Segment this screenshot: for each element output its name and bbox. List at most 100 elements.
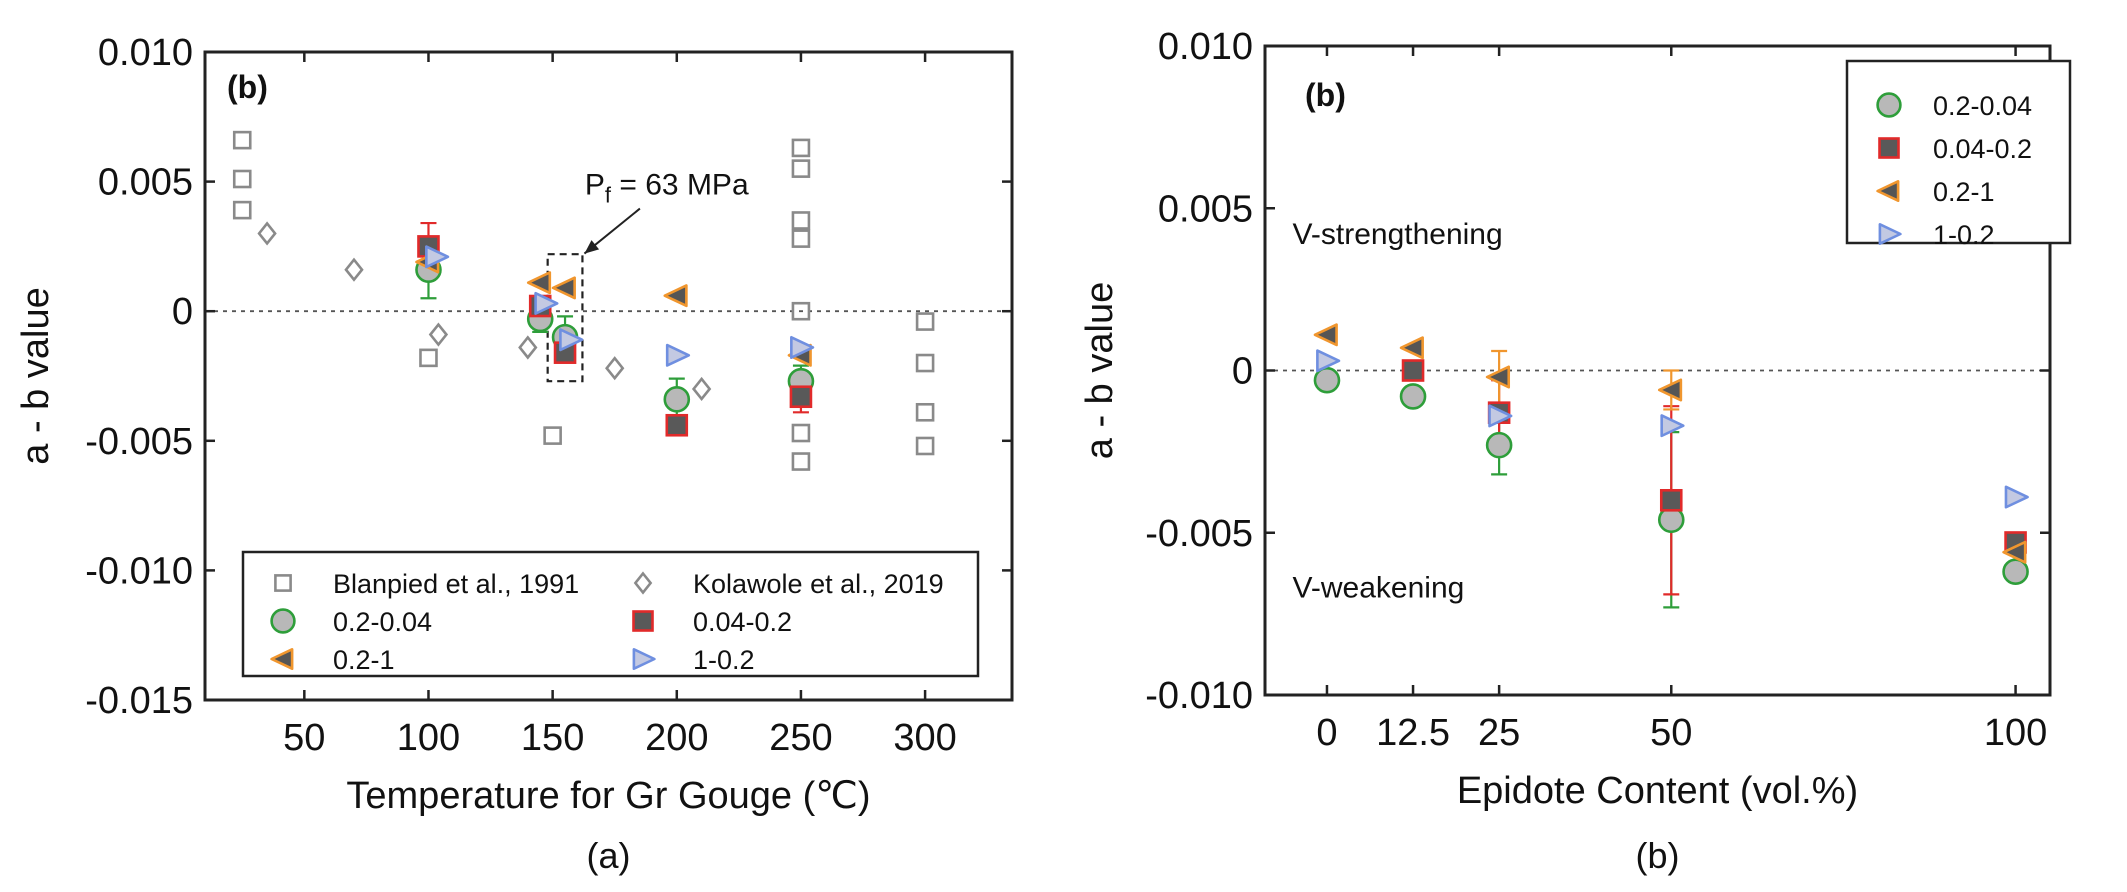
x-axis-title: Epidote Content (vol.%) (1457, 770, 1858, 812)
s3-data-point (1313, 323, 1338, 347)
x-tick-label: 100 (1984, 712, 2047, 754)
s4-data-point (790, 335, 815, 359)
x-tick-label: 100 (397, 717, 460, 759)
s1-data-point (2002, 558, 2029, 585)
y-tick-label: 0 (1232, 351, 1253, 393)
legend-label: 1-0.2 (693, 645, 755, 675)
legend-marker (1876, 92, 1902, 118)
s4-data-point (1660, 414, 1685, 438)
s3-data-point (526, 271, 552, 295)
blanpied-data-point (791, 138, 811, 158)
kolawole-data-point (691, 376, 712, 402)
legend-marker (274, 574, 292, 592)
s2-data-point (789, 385, 813, 409)
legend-label: 0.2-1 (1933, 177, 1995, 207)
legend-marker (633, 571, 653, 595)
panel-caption: (b) (1636, 835, 1680, 876)
x-axis-title: Temperature for Gr Gouge (℃) (346, 775, 870, 817)
legend-label: 0.04-0.2 (693, 607, 792, 637)
s1-data-point (1399, 383, 1427, 410)
y-tick-label: -0.015 (85, 680, 193, 722)
blanpied-data-point (419, 348, 438, 368)
blanpied-data-point (791, 301, 811, 321)
y-axis-title: a - b value (15, 287, 57, 464)
s4-data-point (425, 245, 450, 269)
legend-label: 0.2-1 (333, 645, 395, 675)
s2-data-point (665, 413, 689, 437)
s4-data-point (559, 328, 584, 352)
legend-marker (632, 648, 656, 670)
s2-data-point (1401, 359, 1425, 382)
blanpied-data-point (232, 169, 252, 189)
s2-data-point (1659, 488, 1683, 512)
blanpied-data-point (915, 312, 935, 331)
x-tick-label: 300 (893, 717, 956, 759)
x-tick-label: 25 (1478, 712, 1520, 754)
panel-b-epidote-chart: 0.010 0.005 0 -0.005 -0.010 0 12.5 25 50 100 Epido… (1079, 26, 2072, 876)
legend-label: 0.2-0.04 (1933, 91, 2032, 121)
s4-data-point (1316, 349, 1341, 373)
pressure-annotation: Pf = 63 MPa (585, 169, 749, 208)
blanpied-data-point (232, 200, 252, 220)
legend-label: 0.04-0.2 (1933, 134, 2032, 164)
legend-label: Kolawole et al., 2019 (693, 569, 944, 599)
kolawole-data-point (605, 356, 625, 381)
blanpied-data-point (791, 452, 811, 471)
blanpied-data-point (915, 402, 935, 422)
panel-label: (b) (1305, 77, 1346, 113)
legend-marker (270, 608, 296, 634)
kolawole-data-point (257, 221, 277, 246)
y-tick-label: -0.010 (1145, 675, 1253, 717)
panel-caption: (a) (587, 835, 631, 876)
region-label: V-weakening (1293, 572, 1465, 605)
x-tick-label: 12.5 (1376, 712, 1450, 754)
s3-data-point (2002, 540, 2027, 564)
blanpied-data-point (232, 130, 252, 150)
blanpied-data-point (915, 436, 935, 456)
legend-marker (1876, 180, 1900, 202)
x-tick-label: 200 (645, 717, 708, 759)
kolawole-data-point (344, 257, 364, 282)
s3-data-point (1657, 378, 1683, 402)
legend-label: 0.2-0.04 (333, 607, 432, 637)
blanpied-data-point (791, 211, 811, 230)
s3-data-point (551, 276, 576, 300)
blanpied-data-point (791, 159, 811, 178)
blanpied-data-point (915, 353, 935, 373)
s1-data-point (1485, 431, 1513, 459)
y-tick-label: 0.005 (98, 162, 193, 204)
x-tick-label: 50 (283, 717, 325, 759)
annotation-arrow-head (584, 240, 600, 254)
x-tick-label: 250 (769, 717, 832, 759)
s3-data-point (663, 284, 688, 308)
s4-data-point (665, 343, 691, 367)
y-tick-label: 0.005 (1158, 188, 1253, 230)
x-tick-label: 0 (1316, 712, 1337, 754)
legend-label: 1-0.2 (1933, 220, 1995, 250)
y-tick-label: 0 (172, 291, 193, 333)
s1-data-point (663, 386, 691, 413)
blanpied-data-point (791, 229, 811, 248)
y-tick-label: 0.010 (1158, 26, 1253, 68)
legend-box (241, 550, 980, 678)
blanpied-data-point (791, 423, 811, 443)
legend-marker (1878, 137, 1900, 159)
kolawole-data-point (428, 322, 449, 347)
legend-marker (632, 610, 654, 632)
highlight-box (546, 253, 584, 383)
s4-data-point (534, 291, 559, 315)
y-axis-title: a - b value (1079, 282, 1121, 459)
legend-marker (1878, 223, 1902, 245)
y-tick-label: -0.005 (85, 421, 193, 463)
s4-data-point (1488, 404, 1513, 428)
s1-data-point (1313, 366, 1341, 394)
x-tick-label: 50 (1650, 712, 1692, 754)
y-tick-label: -0.010 (85, 550, 193, 592)
panel-a-temperature-chart: 0.010 0.005 0 -0.005 -0.010 -0.015 50 100 150 200… (15, 32, 1014, 876)
y-tick-label: 0.010 (98, 32, 193, 74)
s3-data-point (1399, 336, 1424, 360)
panel-label: (b) (227, 69, 268, 105)
y-tick-label: -0.005 (1145, 513, 1253, 555)
plot-frame (203, 50, 1014, 702)
